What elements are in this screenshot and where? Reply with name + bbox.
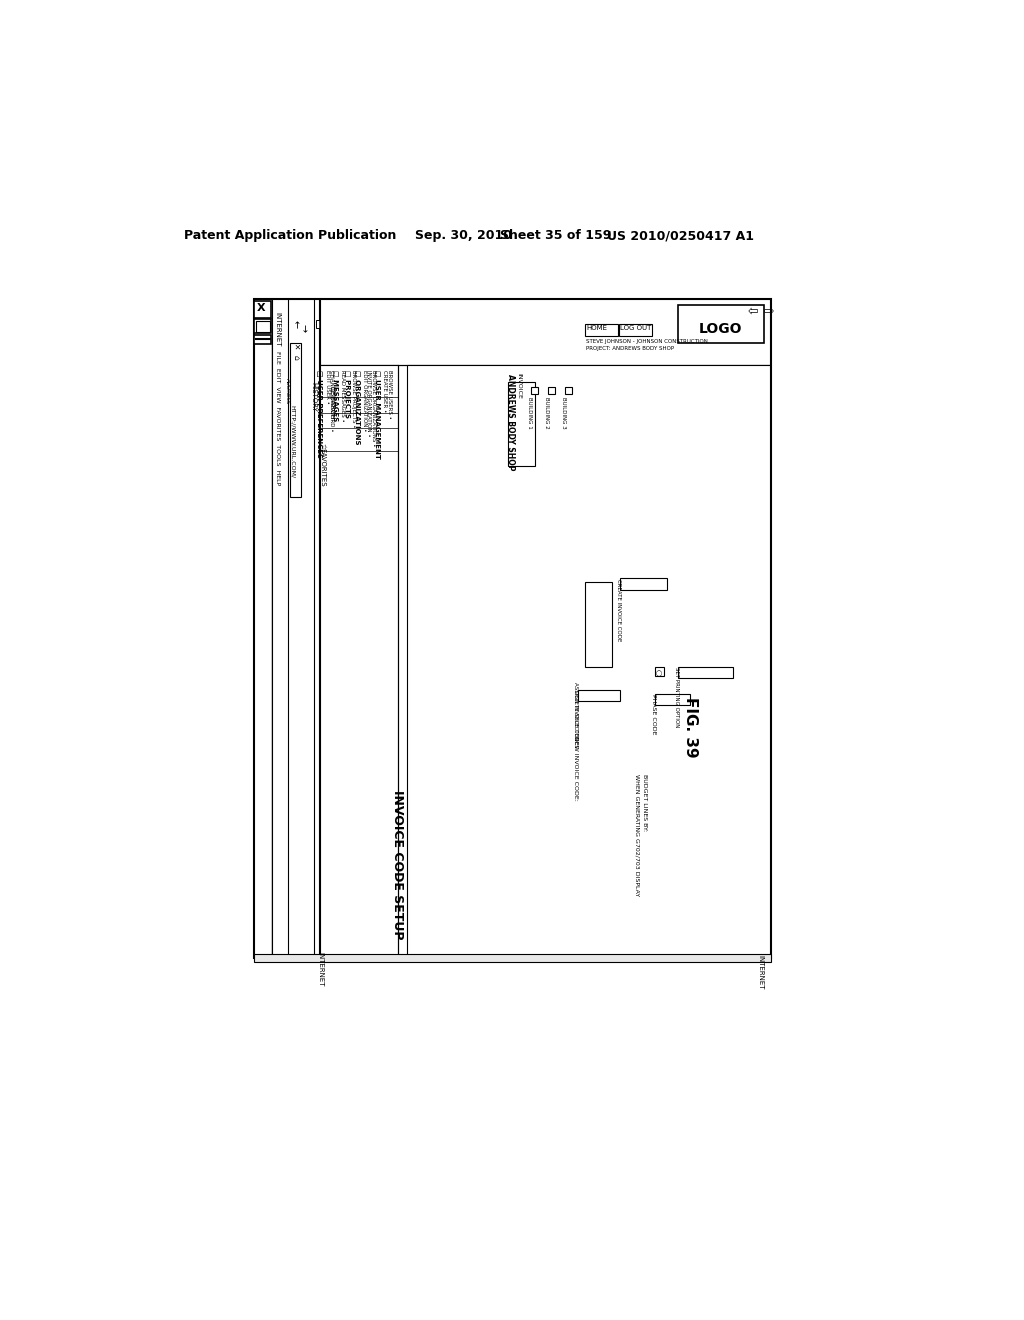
Bar	[272, 300, 318, 958]
Text: PROJECT: ANDREWS BODY SHOP: PROJECT: ANDREWS BODY SHOP	[586, 346, 674, 351]
Text: □ MESSAGES: □ MESSAGES	[333, 370, 339, 421]
Bar	[678, 305, 764, 343]
Text: BROWSE USERS •: BROWSE USERS •	[386, 370, 391, 420]
Bar	[254, 300, 771, 958]
Bar	[586, 323, 617, 335]
Text: BUILDING 3: BUILDING 3	[561, 397, 566, 429]
Text: ⊡SEARCH: ⊡SEARCH	[328, 385, 334, 420]
Text: ☆FAVORITES: ☆FAVORITES	[319, 444, 326, 487]
Text: HTTP://WWW.URL.COM/: HTTP://WWW.URL.COM/	[290, 405, 295, 478]
Text: INVOICE CODE SETUP: INVOICE CODE SETUP	[391, 789, 403, 940]
Text: BUILDING 1: BUILDING 1	[526, 397, 531, 429]
Text: PHASE CODE: PHASE CODE	[651, 694, 655, 735]
Bar	[578, 689, 621, 701]
Text: ⇦: ⇦	[748, 305, 759, 318]
Text: READ MESSAGES •: READ MESSAGES •	[340, 370, 345, 422]
Text: US 2010/0250417 A1: US 2010/0250417 A1	[607, 230, 754, 243]
Text: □ USER MANAGEMENT: □ USER MANAGEMENT	[375, 370, 381, 459]
Bar	[316, 321, 324, 327]
Bar	[508, 381, 535, 466]
Text: BUILDING 2: BUILDING 2	[544, 397, 549, 429]
Text: INTERNET: INTERNET	[758, 956, 764, 990]
Bar	[620, 323, 652, 335]
Text: □ ORGANIZATIONS: □ ORGANIZATIONS	[354, 370, 360, 445]
Text: CREATE INVOICE CODE: CREATE INVOICE CODE	[615, 579, 621, 642]
Text: STEVE JOHNSON - JOHNSON CONSTRUCTION: STEVE JOHNSON - JOHNSON CONSTRUCTION	[586, 339, 708, 345]
Text: ←: ←	[290, 321, 300, 329]
Text: ANDREWS BODY SHOP: ANDREWS BODY SHOP	[507, 374, 515, 470]
Text: FILE  EDIT  VIEW  FAVORITES  TOOLS  HELP: FILE EDIT VIEW FAVORITES TOOLS HELP	[274, 351, 280, 486]
Text: ADDRESS: ADDRESS	[285, 378, 290, 404]
Text: INVOICE: INVOICE	[516, 372, 521, 399]
Text: Patent Application Publication: Patent Application Publication	[183, 230, 396, 243]
Text: ASSIGN INVOICE CODES: ASSIGN INVOICE CODES	[572, 682, 578, 747]
Text: BROWSE PROJECTS •: BROWSE PROJECTS •	[351, 370, 356, 428]
Text: FIG. 39: FIG. 39	[683, 697, 697, 758]
Text: SET PRINTING OPTION: SET PRINTING OPTION	[674, 668, 679, 727]
Bar	[678, 667, 732, 678]
Text: EDIT USER •: EDIT USER •	[325, 370, 330, 404]
Text: BUDGET LINES BY:: BUDGET LINES BY:	[642, 775, 647, 832]
Bar	[655, 667, 665, 676]
Text: ⌂: ⌂	[291, 355, 300, 359]
Text: □ PROJECTS: □ PROJECTS	[344, 370, 349, 418]
Text: WHEN GENERATING G702/703 DISPLAY: WHEN GENERATING G702/703 DISPLAY	[635, 775, 640, 896]
Text: INVITE ORGANIZATION •: INVITE ORGANIZATION •	[367, 370, 372, 437]
Bar	[565, 387, 572, 395]
Text: CREATE USER •: CREATE USER •	[382, 370, 387, 413]
Text: CHANGE PASSWORD •: CHANGE PASSWORD •	[329, 370, 334, 432]
Text: EDIT ORGANIZATION •: EDIT ORGANIZATION •	[361, 370, 367, 432]
Bar	[321, 364, 397, 958]
Bar	[531, 387, 538, 395]
Text: LOGO: LOGO	[699, 322, 742, 337]
Text: ✕: ✕	[291, 343, 300, 350]
Text: X: X	[257, 304, 265, 313]
Bar	[254, 954, 771, 961]
Bar	[655, 693, 690, 705]
Bar	[321, 300, 770, 364]
Bar	[256, 321, 270, 331]
Text: LOG OUT: LOG OUT	[621, 326, 651, 331]
Bar	[254, 335, 271, 345]
Bar	[326, 321, 334, 327]
Bar	[586, 582, 612, 667]
Bar	[254, 301, 271, 318]
Bar	[334, 321, 342, 327]
Text: HISTORY: HISTORY	[310, 381, 316, 412]
Text: BROWSE ORGANIZATIONS •: BROWSE ORGANIZATIONS •	[371, 370, 376, 446]
Text: Sheet 35 of 159: Sheet 35 of 159	[500, 230, 611, 243]
Text: DELETE SELECTED: DELETE SELECTED	[573, 690, 579, 741]
Bar	[254, 319, 271, 333]
Text: Sep. 30, 2010: Sep. 30, 2010	[415, 230, 512, 243]
Bar	[548, 387, 555, 395]
Bar	[621, 578, 667, 590]
Bar	[290, 343, 301, 498]
Bar	[321, 300, 770, 958]
Text: NEW INVOICE CODE:: NEW INVOICE CODE:	[572, 737, 578, 801]
Text: INTERNET: INTERNET	[273, 313, 280, 347]
Text: ⇨: ⇨	[764, 305, 774, 318]
Text: HOME: HOME	[586, 326, 607, 331]
Text: ◯: ◯	[655, 671, 662, 677]
Bar	[407, 364, 770, 958]
Text: →: →	[298, 323, 308, 333]
Bar	[272, 300, 770, 958]
Text: INTERNET: INTERNET	[317, 952, 324, 986]
Text: □ USER PREFERENCES: □ USER PREFERENCES	[317, 370, 324, 458]
